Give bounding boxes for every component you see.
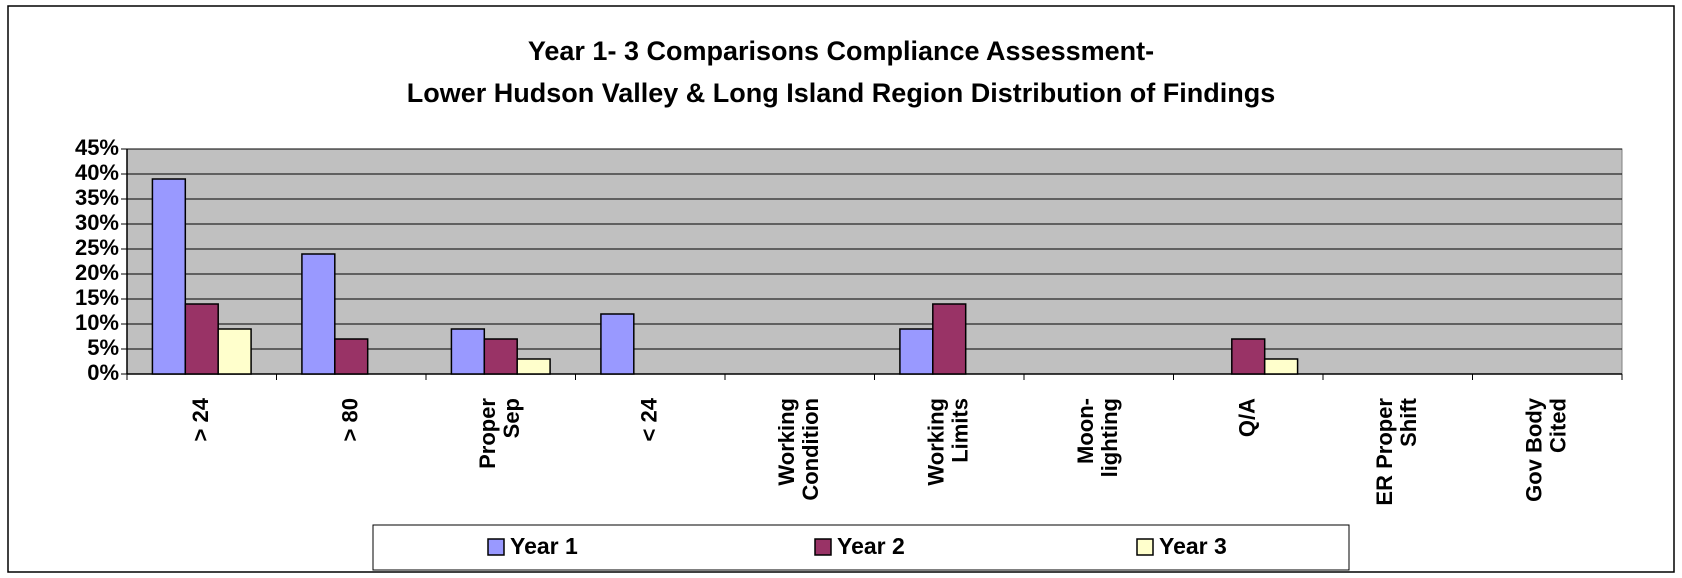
bar: [184, 303, 219, 375]
bar: [1263, 358, 1299, 375]
y-tick-label: 25%: [75, 235, 119, 260]
bar: [483, 338, 518, 375]
legend-label: Year 3: [1159, 533, 1227, 559]
y-tick-label: 20%: [75, 260, 119, 285]
y-tick-label: 45%: [75, 135, 119, 160]
x-tick-label: WorkingLimits: [923, 398, 972, 486]
y-tick-label: 15%: [75, 285, 119, 310]
legend-swatch: [487, 538, 505, 556]
bar: [450, 328, 486, 375]
x-tick-label: ProperSep: [475, 398, 524, 469]
x-tick-label: WorkingCondition: [774, 398, 823, 501]
bar: [516, 358, 551, 375]
bar: [151, 178, 187, 375]
y-tick-label: 35%: [75, 185, 119, 210]
legend-swatch: [1136, 538, 1154, 556]
chart-title: Year 1- 3 Comparisons Compliance Assessm…: [528, 36, 1154, 66]
x-tick-label: ER ProperShift: [1372, 397, 1421, 505]
bar: [301, 253, 336, 375]
x-tick-label: < 24: [636, 397, 661, 441]
y-tick-label: 10%: [75, 310, 119, 335]
x-tick-label: Moon-lighting: [1073, 398, 1122, 477]
bar: [334, 338, 369, 375]
x-tick-label: Gov BodyCited: [1521, 397, 1570, 502]
y-tick-label: 40%: [75, 160, 119, 185]
x-tick-label: > 80: [337, 398, 362, 441]
bar: [1231, 338, 1266, 375]
bar: [899, 328, 934, 375]
legend-box: [372, 524, 1350, 571]
x-tick-label: > 24: [188, 397, 213, 441]
bar: [932, 303, 967, 375]
legend-label: Year 1: [510, 533, 578, 559]
plot-area: [126, 148, 1623, 375]
legend-label: Year 2: [837, 533, 905, 559]
chart-subtitle: Lower Hudson Valley & Long Island Region…: [407, 78, 1276, 108]
legend-swatch: [814, 538, 832, 556]
y-tick-label: 5%: [87, 335, 119, 360]
y-tick-label: 0%: [87, 360, 119, 385]
y-tick-label: 30%: [75, 210, 119, 235]
x-tick-label: Q/A: [1234, 398, 1259, 437]
bar: [217, 328, 252, 375]
bar: [600, 313, 635, 375]
